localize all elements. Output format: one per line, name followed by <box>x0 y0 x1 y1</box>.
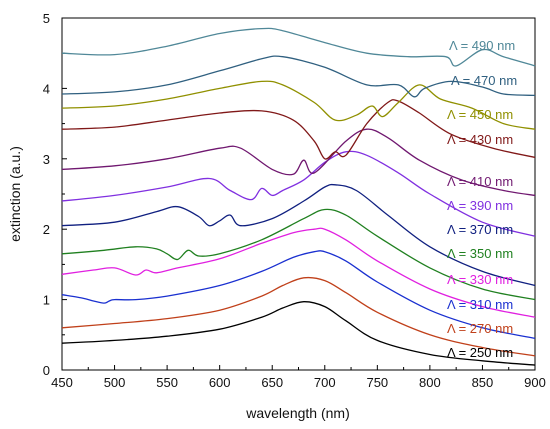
y-tick-label: 0 <box>43 363 50 378</box>
x-tick-label: 700 <box>314 375 336 390</box>
y-tick-label: 1 <box>43 293 50 308</box>
series-line <box>61 183 536 287</box>
series-line <box>61 80 536 130</box>
x-axis-title: wavelength (nm) <box>245 405 350 421</box>
y-tick-label: 4 <box>43 81 50 96</box>
series-lines <box>61 27 536 366</box>
x-tick-label: 800 <box>419 375 441 390</box>
series-label-350: Λ = 350 nm <box>447 246 513 261</box>
series-line <box>61 227 536 318</box>
x-tick-label: 750 <box>366 375 388 390</box>
plot-frame <box>61 17 536 371</box>
series-line <box>61 301 536 366</box>
series-label-470: Λ = 470 nm <box>451 73 517 88</box>
y-tick-label: 3 <box>43 152 50 167</box>
series-label-390: Λ = 390 nm <box>447 198 513 213</box>
series-line <box>61 55 536 98</box>
y-tick-label: 2 <box>43 222 50 237</box>
series-line <box>61 99 536 160</box>
x-tick-label: 600 <box>209 375 231 390</box>
series-line <box>61 250 536 339</box>
series-label-310: Λ = 310 nm <box>447 297 513 312</box>
series-line <box>61 150 536 237</box>
x-tick-label: 450 <box>51 375 73 390</box>
series-label-330: Λ = 330 nm <box>447 272 513 287</box>
series-label-430: Λ = 430 nm <box>447 132 513 147</box>
x-tick-label: 900 <box>524 375 546 390</box>
x-tick-label: 850 <box>472 375 494 390</box>
series-line <box>61 27 536 67</box>
series-line <box>61 128 536 197</box>
x-tick-label: 650 <box>261 375 283 390</box>
ticks: 450 500 550 600 650 700 750 800 850 900 0 1 2 3 4 5 <box>43 11 546 390</box>
series-line <box>61 276 536 357</box>
series-label-270: Λ = 270 nm <box>447 321 513 336</box>
y-axis-title: extinction (a.u.) <box>7 146 23 242</box>
series-line <box>61 208 536 301</box>
series-label-450: Λ = 450 nm <box>447 107 513 122</box>
series-label-410: Λ = 410 nm <box>447 174 513 189</box>
series-label-490: Λ = 490 nm <box>449 38 515 53</box>
series-label-250: Λ = 250 nm <box>447 345 513 360</box>
y-tick-label: 5 <box>43 11 50 26</box>
x-tick-label: 550 <box>156 375 178 390</box>
x-tick-label: 500 <box>104 375 126 390</box>
series-label-370: Λ = 370 nm <box>447 222 513 237</box>
